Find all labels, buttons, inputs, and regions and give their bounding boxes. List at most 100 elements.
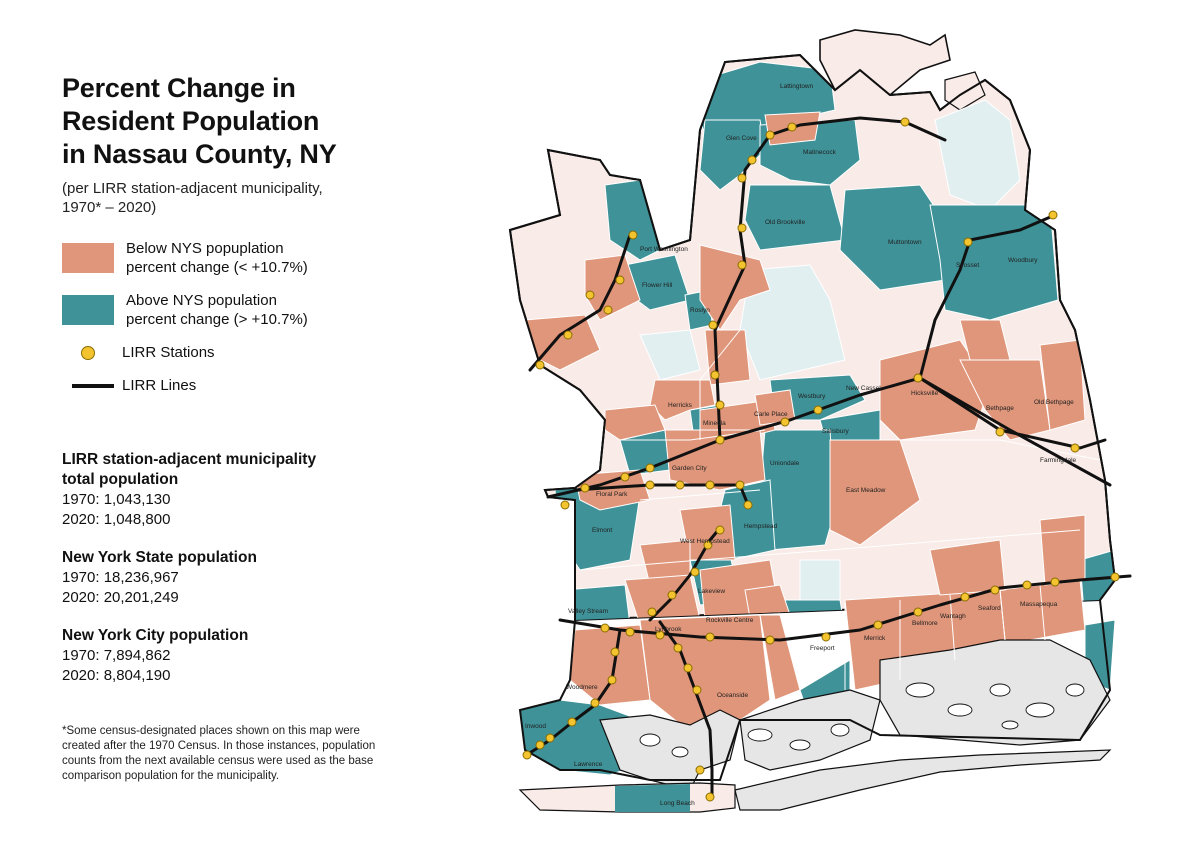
label-west-hempstead: West Hempstead — [680, 538, 730, 545]
station-dot-icon — [995, 427, 1005, 437]
place-labels: Lattingtown Glen Cove Matinecock Old Bro… — [525, 83, 1077, 807]
label-old-bethpage: Old Bethpage — [1034, 399, 1074, 406]
station-dot-icon — [645, 480, 655, 490]
station-dot-icon — [703, 540, 713, 550]
region-plainview — [959, 319, 1011, 361]
station-dot-icon — [747, 155, 757, 165]
station-dot-icon — [813, 405, 823, 415]
region-south-farmingdale — [1039, 514, 1086, 586]
footnote: *Some census-designated places shown on … — [62, 724, 402, 784]
label-freeport: Freeport — [810, 645, 835, 652]
station-dot-icon — [615, 275, 625, 285]
station-dot-icon — [620, 472, 630, 482]
legend-below-swatch — [62, 243, 114, 273]
marsh-island — [1025, 702, 1055, 718]
label-flower-hill: Flower Hill — [642, 282, 673, 289]
region-old-brookville — [744, 184, 846, 251]
boundary-line — [639, 489, 761, 501]
station-dot-icon — [667, 590, 677, 600]
label-muttontown: Muttontown — [888, 239, 922, 246]
county-outline — [508, 53, 1117, 781]
legend-above-line-2: percent change (> +10.7%) — [126, 311, 308, 328]
station-dot-icon — [787, 122, 797, 132]
station-dot-icon — [535, 360, 545, 370]
label-woodbury: Woodbury — [1008, 257, 1038, 264]
title-line-2: Resident Population — [62, 106, 320, 136]
lirr-far-rockaway-branch — [523, 628, 622, 758]
stat-adjacent-1970: 1970: 1,043,130 — [62, 491, 171, 508]
marsh-island — [671, 746, 689, 758]
station-dot-icon — [710, 370, 720, 380]
boundary-line — [949, 594, 956, 661]
label-new-cassel: New Cassel — [846, 385, 881, 392]
station-dot-icon — [1048, 210, 1058, 220]
region-carle-place — [754, 389, 796, 426]
label-port-washington: Port Washington — [640, 246, 688, 253]
north-shore-villages — [819, 29, 951, 97]
label-wantagh: Wantagh — [940, 613, 966, 620]
rail-line-icon — [72, 383, 114, 388]
stat-nys-head: New York State population — [62, 549, 257, 566]
label-mineola: Mineola — [703, 420, 726, 427]
label-seaford: Seaford — [978, 605, 1001, 612]
station-dot-icon — [737, 223, 747, 233]
station-dot-icon — [1070, 443, 1080, 453]
station-dot-icon — [560, 500, 570, 510]
label-roslyn: Roslyn — [690, 307, 710, 314]
boundary-line — [880, 439, 1101, 461]
region-old-bethpage — [1039, 339, 1086, 431]
station-dot-icon — [743, 500, 753, 510]
legend-line-marker — [62, 383, 114, 388]
station-dot-icon — [913, 373, 923, 383]
label-lattingtown: Lattingtown — [780, 83, 814, 90]
legend-above-swatch — [62, 295, 114, 325]
region-light-blue-2 — [934, 99, 1021, 211]
stat-adjacent-head-2: total population — [62, 471, 179, 488]
station-dot-icon — [567, 717, 577, 727]
boundary-line — [699, 329, 741, 440]
label-woodmere: Woodmere — [566, 684, 598, 691]
long-beach-teal — [615, 784, 690, 812]
region-light-blue-3 — [639, 329, 701, 381]
label-lawrence: Lawrence — [574, 761, 603, 768]
label-salisbury: Salisbury — [822, 428, 849, 435]
station-dot-icon — [765, 130, 775, 140]
station-dot-icon — [765, 635, 775, 645]
station-dot-icon — [913, 607, 923, 617]
station-dot-icon — [690, 567, 700, 577]
stat-adjacent-head-1: LIRR station-adjacent municipality — [62, 451, 317, 468]
title-line-1: Percent Change in — [62, 73, 296, 103]
station-dot-icon — [535, 740, 545, 750]
station-dot-icon — [705, 792, 715, 802]
legend-below-line-1: Below NYS popuplation — [126, 240, 284, 257]
station-dot-icon — [563, 330, 573, 340]
station-dot-icon — [692, 685, 702, 695]
label-old-brookville: Old Brookville — [765, 219, 805, 226]
station-dot-icon — [647, 607, 657, 617]
footnote-line-1: *Some census-designated places shown on … — [62, 725, 360, 737]
label-hempstead: Hempstead — [744, 523, 778, 530]
label-carle-place: Carle Place — [754, 411, 788, 418]
station-dot-icon — [683, 663, 693, 673]
legend-panel: Percent Change in Resident Population in… — [62, 72, 392, 409]
lirr-west-hempstead-branch — [648, 526, 722, 622]
marsh-islands-center — [739, 689, 881, 771]
stat-adjacent-head: LIRR station-adjacent municipality total… — [62, 450, 382, 490]
label-bellmore: Bellmore — [912, 620, 938, 627]
station-dot-icon — [1110, 572, 1120, 582]
region-woodmere — [569, 624, 651, 706]
marsh-island — [1001, 720, 1019, 730]
station-dot-icon — [607, 675, 617, 685]
station-dot-icon — [900, 117, 910, 127]
marsh-islands — [639, 682, 1085, 758]
region-floral-park — [574, 469, 651, 511]
station-dot-icon — [675, 480, 685, 490]
label-merrick: Merrick — [864, 635, 886, 642]
station-dot-icon — [705, 480, 715, 490]
label-westbury: Westbury — [798, 393, 826, 400]
station-dot-icon — [585, 290, 595, 300]
station-dot-icon — [735, 480, 745, 490]
label-valley-stream: Valley Stream — [568, 608, 608, 615]
stat-nys: New York State population 1970: 18,236,9… — [62, 548, 382, 608]
